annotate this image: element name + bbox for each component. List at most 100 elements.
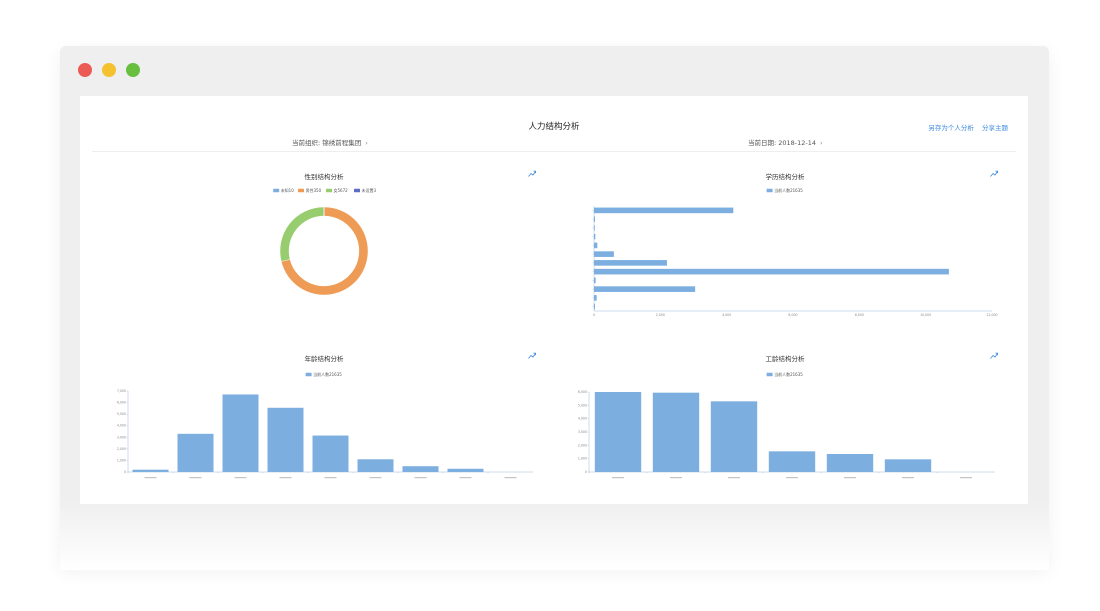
age-chart-title: 年龄结构分析	[304, 355, 344, 363]
bar	[267, 407, 304, 472]
org-label: 当前组织: 锦绣前程集团	[292, 139, 362, 147]
chevron-right-icon: ›	[365, 139, 368, 147]
bar	[594, 216, 595, 222]
x-tick-label	[670, 477, 682, 479]
legend-swatch	[326, 188, 332, 193]
header-actions: 另存为个人分析 分享主题	[922, 122, 1008, 132]
y-tick-label: 3,000	[117, 435, 126, 439]
y-tick-label: 0	[124, 470, 126, 474]
y-tick-label: 2,000	[578, 443, 587, 447]
date-selector[interactable]: 当前日期: 2018-12-14 ›	[748, 137, 823, 147]
x-tick-label	[279, 477, 292, 479]
y-tick-label: 5,000	[117, 412, 126, 416]
minimize-window-button[interactable]	[102, 63, 116, 77]
save-as-personal-analysis-link[interactable]: 另存为个人分析	[928, 124, 974, 132]
export-icon[interactable]	[990, 352, 998, 359]
legend-label: 男性350	[306, 187, 322, 193]
x-tick-label	[728, 477, 740, 479]
bar	[594, 251, 614, 257]
y-tick-label: 1,000	[117, 458, 126, 462]
x-tick-label	[902, 477, 914, 479]
header-divider	[92, 151, 1016, 152]
bar	[357, 459, 394, 472]
y-tick-label: 1,000	[578, 457, 587, 461]
gender-chart: 未知10 男性350 女5672 未设置3	[273, 187, 377, 296]
bar	[594, 225, 595, 231]
y-tick-label: 0	[585, 470, 587, 474]
bar	[594, 268, 949, 275]
x-tick-label: 6,000	[788, 313, 797, 317]
bar	[594, 286, 696, 292]
legend-swatch	[766, 372, 773, 377]
bar	[594, 277, 596, 284]
gender-chart-title: 性别结构分析	[304, 173, 344, 181]
x-tick-label	[369, 477, 382, 479]
legend-label: 当前人数21635	[313, 371, 342, 377]
legend-swatch	[766, 188, 773, 193]
y-tick-label: 2,000	[117, 447, 126, 451]
age-chart: 当前人数21635 0 1,000 2,000 3,000 4,000 5,000 6,000…	[117, 371, 533, 479]
bar	[312, 435, 349, 472]
x-tick-label	[504, 477, 517, 479]
x-tick-label	[786, 477, 798, 479]
bar	[768, 451, 816, 472]
x-tick-label	[144, 477, 157, 479]
share-theme-link[interactable]: 分享主题	[982, 124, 1008, 132]
bar	[594, 295, 597, 301]
export-icon[interactable]	[990, 170, 998, 177]
bar	[177, 433, 214, 472]
x-tick-label	[844, 477, 856, 479]
export-icon[interactable]	[528, 352, 536, 359]
bar	[826, 454, 874, 472]
x-tick-label	[189, 477, 202, 479]
bar	[884, 459, 932, 472]
x-tick-label	[414, 477, 427, 479]
legend-label: 未知10	[281, 187, 295, 193]
education-chart-title: 学历结构分析	[765, 173, 805, 181]
bar	[594, 233, 596, 240]
x-tick-label	[234, 477, 247, 479]
y-tick-label: 3,000	[578, 430, 587, 434]
x-tick-label	[459, 477, 472, 479]
x-tick-label	[960, 477, 972, 479]
bar	[652, 392, 700, 472]
bar	[402, 466, 439, 472]
x-tick-label: 0	[593, 313, 595, 317]
legend-label: 女5672	[334, 187, 349, 193]
x-tick-label: 4,000	[722, 313, 731, 317]
bar	[594, 207, 734, 214]
y-tick-label: 4,000	[578, 417, 587, 421]
tenure-chart: 当前人数21635 0 1,000 2,000 3,000 4,000 5,000 6,000	[578, 371, 995, 479]
page-title: 人力结构分析	[528, 122, 580, 132]
y-tick-label: 6,000	[578, 390, 587, 394]
legend-swatch	[305, 372, 312, 377]
x-tick-label: 12,000	[986, 313, 997, 317]
x-tick-label	[324, 477, 337, 479]
y-tick-label: 7,000	[117, 389, 126, 393]
education-chart: 当前人数21635 0 2,000 4,000 6,000 8,000 10,000 12,0…	[592, 187, 998, 317]
bar	[710, 401, 758, 472]
y-tick-label: 5,000	[578, 403, 587, 407]
bar	[447, 468, 484, 472]
x-tick-label: 2,000	[656, 313, 665, 317]
dashboard-panel: 人力结构分析 另存为个人分析 分享主题 当前组织: 锦绣前程集团 › 当前日期: …	[80, 96, 1028, 504]
bar	[594, 392, 642, 472]
chevron-right-icon: ›	[820, 139, 823, 147]
bar	[132, 469, 169, 472]
legend-label: 当前人数21635	[774, 371, 803, 377]
legend-swatch	[298, 188, 304, 193]
legend-label: 当前人数21635	[774, 187, 803, 193]
bar	[222, 394, 259, 472]
bar	[594, 242, 598, 249]
close-window-button[interactable]	[78, 63, 92, 77]
legend-swatch	[354, 188, 360, 193]
maximize-window-button[interactable]	[126, 63, 140, 77]
export-icon[interactable]	[528, 170, 536, 177]
x-tick-label: 8,000	[855, 313, 864, 317]
legend-swatch	[273, 188, 280, 193]
bar	[594, 303, 595, 310]
org-selector[interactable]: 当前组织: 锦绣前程集团 ›	[292, 137, 368, 147]
date-label: 当前日期: 2018-12-14	[748, 139, 817, 147]
y-tick-label: 4,000	[117, 424, 126, 428]
legend-label: 未设置3	[362, 187, 377, 193]
